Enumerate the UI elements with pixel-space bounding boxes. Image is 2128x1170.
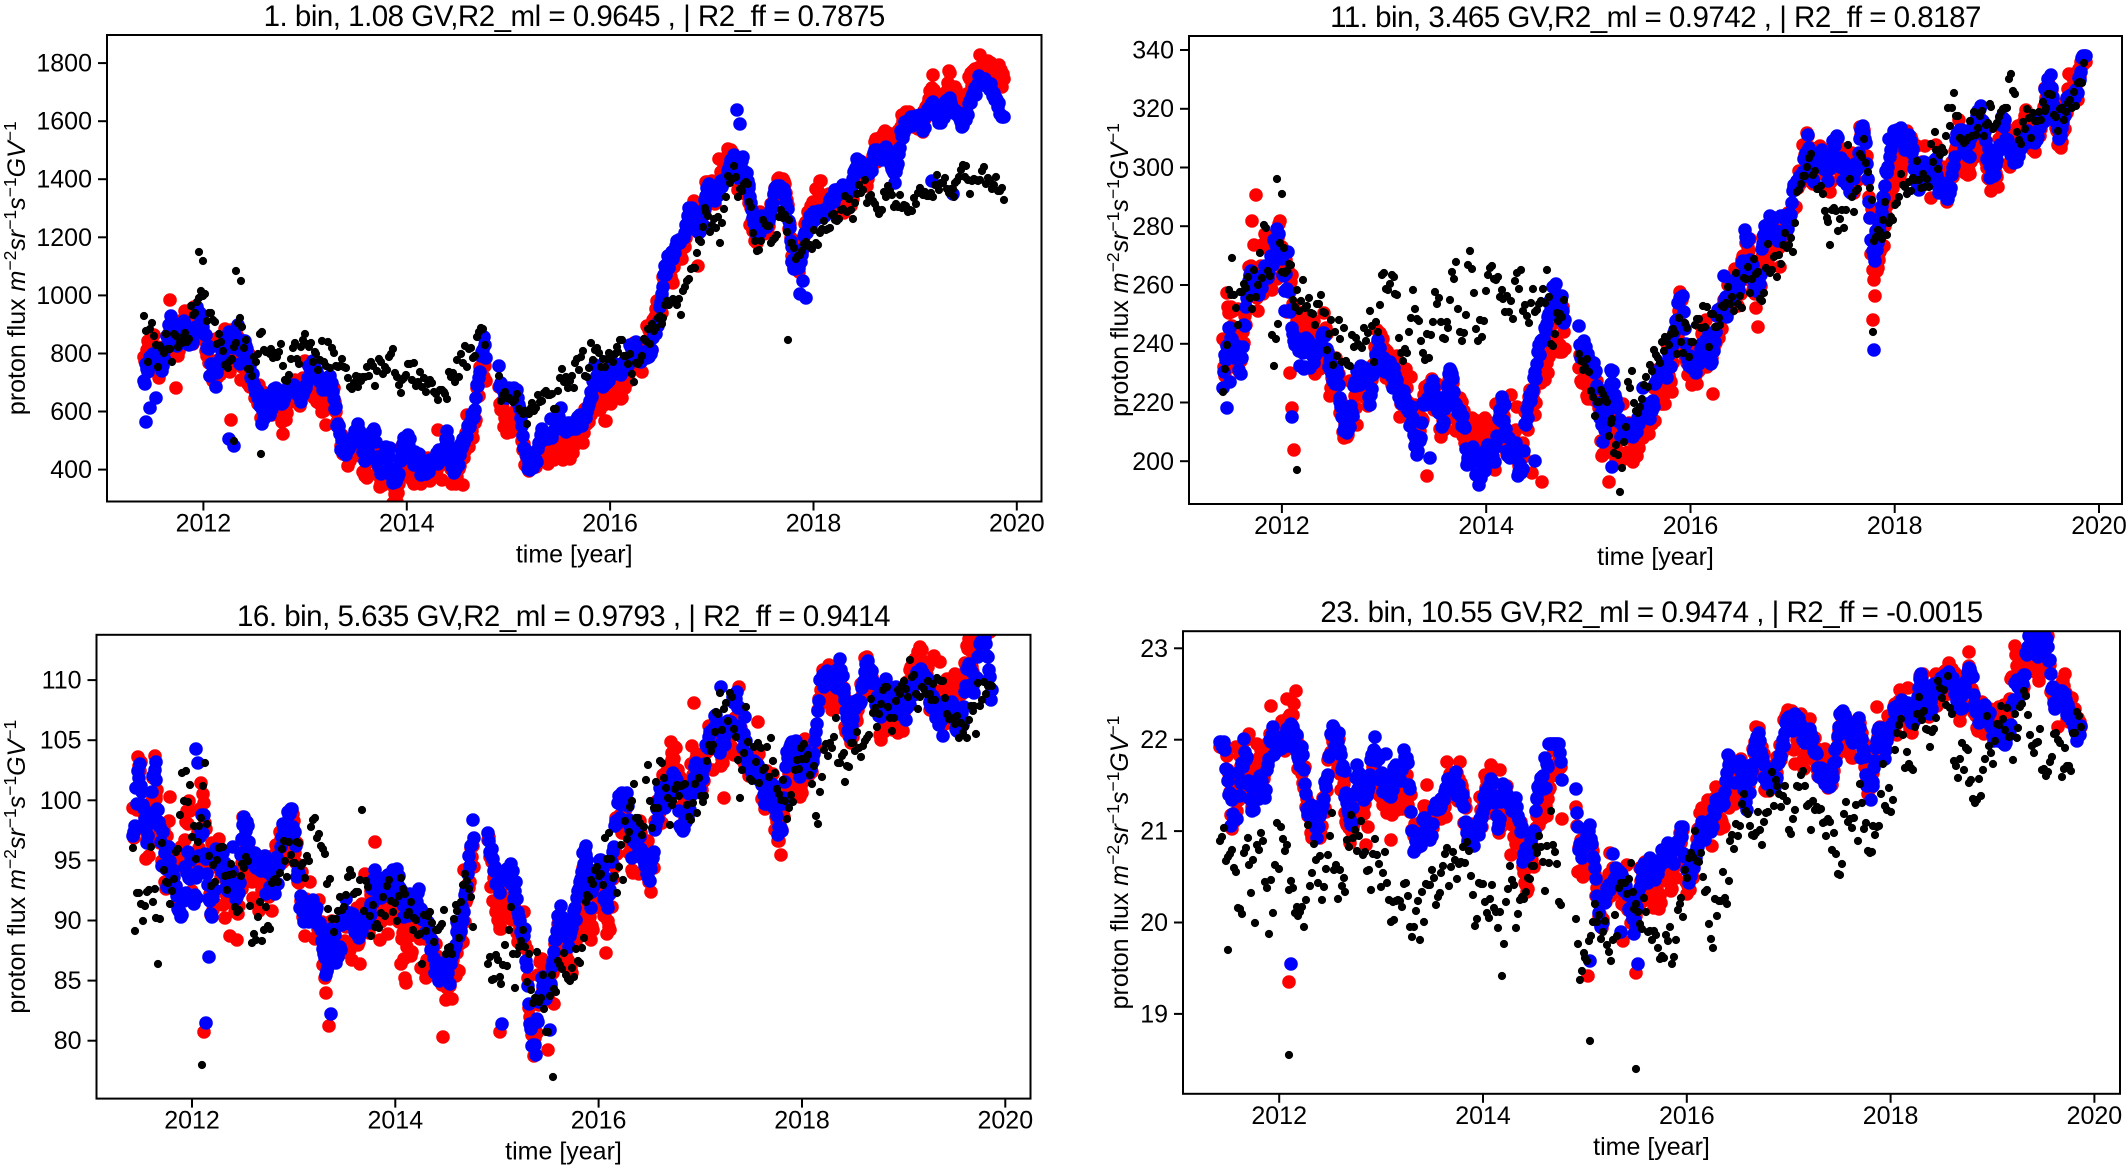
svg-text:280: 280 <box>1132 213 1174 241</box>
svg-text:1800: 1800 <box>36 50 92 78</box>
svg-text:2018: 2018 <box>1867 512 1923 540</box>
svg-text:1600: 1600 <box>36 108 92 136</box>
svg-text:2020: 2020 <box>989 510 1045 538</box>
svg-text:240: 240 <box>1132 330 1174 358</box>
svg-text:320: 320 <box>1132 95 1174 123</box>
svg-text:1. bin, 1.08 GV,R2_ml = 0.9645: 1. bin, 1.08 GV,R2_ml = 0.9645 , | R2_ff… <box>264 0 885 33</box>
svg-text:proton flux m−2sr−1s−1GV−1: proton flux m−2sr−1s−1GV−1 <box>0 121 31 415</box>
svg-text:400: 400 <box>50 456 92 484</box>
svg-text:260: 260 <box>1132 272 1174 300</box>
svg-text:340: 340 <box>1132 37 1174 65</box>
svg-text:time [year]: time [year] <box>516 541 633 569</box>
svg-text:2012: 2012 <box>1254 512 1310 540</box>
svg-text:1000: 1000 <box>36 282 92 310</box>
svg-text:11. bin, 3.465 GV,R2_ml = 0.97: 11. bin, 3.465 GV,R2_ml = 0.9742 , | R2_… <box>1330 1 1981 34</box>
svg-text:2016: 2016 <box>1663 512 1719 540</box>
svg-text:2012: 2012 <box>176 510 232 538</box>
svg-text:2014: 2014 <box>379 510 435 538</box>
svg-text:200: 200 <box>1132 448 1174 476</box>
svg-text:300: 300 <box>1132 154 1174 182</box>
svg-text:1400: 1400 <box>36 166 92 194</box>
svg-text:2016: 2016 <box>582 510 638 538</box>
svg-text:2014: 2014 <box>1458 512 1514 540</box>
svg-text:time [year]: time [year] <box>1597 543 1714 571</box>
svg-text:2018: 2018 <box>786 510 842 538</box>
svg-text:600: 600 <box>50 398 92 426</box>
svg-text:2020: 2020 <box>2071 512 2127 540</box>
svg-text:220: 220 <box>1132 389 1174 417</box>
svg-text:800: 800 <box>50 340 92 368</box>
svg-text:1200: 1200 <box>36 224 92 252</box>
